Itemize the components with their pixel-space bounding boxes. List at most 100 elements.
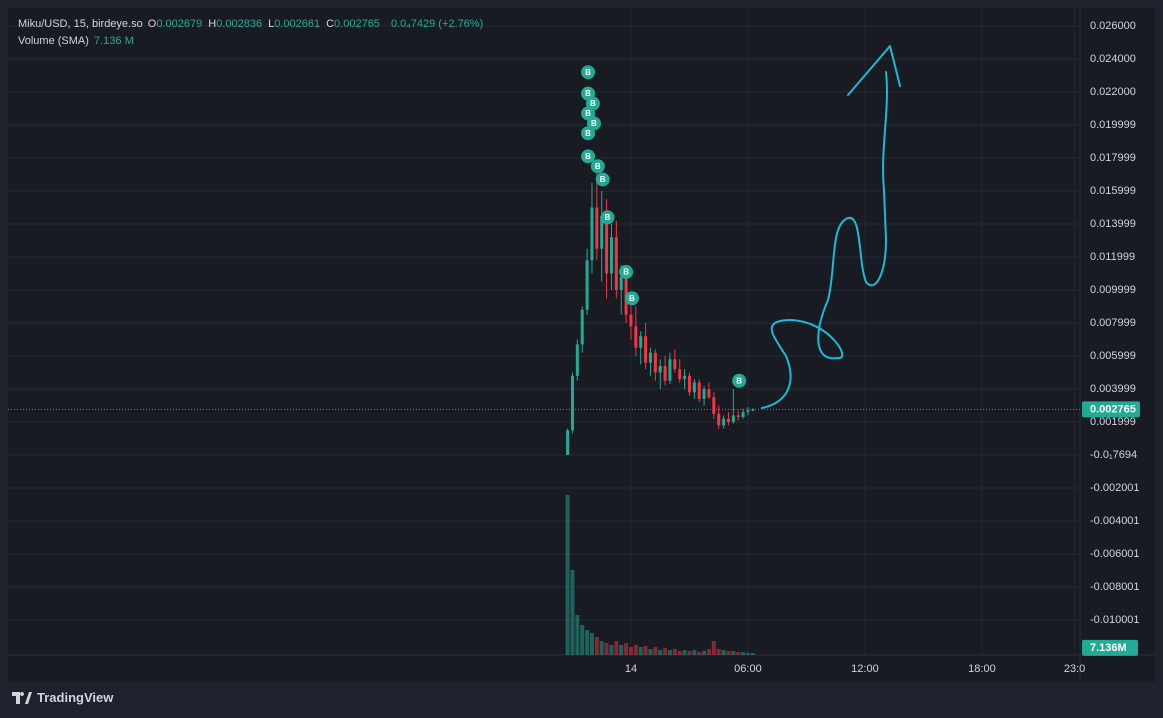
candle-body — [600, 215, 604, 249]
x-tick-label: 18:00 — [968, 663, 996, 675]
volume-bar — [575, 615, 580, 655]
chart-bg — [8, 8, 1155, 682]
brand-name: TradingView — [37, 690, 114, 705]
brand-logo — [12, 691, 32, 704]
last-volume-tag — [1082, 639, 1138, 656]
volume-bar — [721, 650, 726, 655]
volume-bar — [672, 649, 677, 655]
buy-marker — [581, 149, 596, 164]
buy-marker-label: B — [623, 267, 629, 276]
volume-value: 7.136 M — [93, 35, 134, 47]
candle-body — [678, 369, 682, 380]
candle-body — [595, 207, 599, 249]
volume-bar — [570, 570, 575, 655]
candle-body — [751, 409, 755, 411]
candle-body — [741, 412, 745, 418]
y-tick-label: 0.001999 — [1090, 416, 1136, 428]
buy-marker — [581, 65, 596, 80]
candle-body — [648, 352, 652, 363]
candle-body — [580, 309, 584, 345]
volume-bar — [609, 645, 614, 655]
last-price-label: 0.002765 — [1090, 403, 1136, 415]
x-tick-label: 06:00 — [734, 663, 762, 675]
buy-marker-label: B — [736, 376, 742, 385]
candle-body — [570, 375, 574, 431]
candle-body — [590, 207, 594, 261]
ohlc: O0.002679 H0.002836 L0.002661 C0.002765 — [148, 18, 386, 30]
buy-marker-label: B — [600, 175, 606, 184]
symbol-row: Miku/USD, 15, birdeye.so O0.002679 H0.002… — [18, 16, 485, 33]
brand: TradingView — [12, 690, 113, 705]
change: 0.0₄7429 (+2.76%) — [391, 18, 484, 30]
candle-body — [697, 382, 701, 399]
volume-bar — [745, 653, 750, 655]
volume-bar — [624, 643, 629, 655]
buy-marker-label: B — [585, 109, 591, 118]
buy-marker-label: B — [585, 152, 591, 161]
last-volume-label: 7.136M — [1090, 642, 1127, 654]
candle-body — [566, 430, 570, 456]
candle-body — [605, 215, 609, 274]
candle-body — [619, 276, 623, 291]
volume-bar — [697, 652, 702, 655]
candle-body — [736, 415, 740, 418]
volume-bar — [619, 645, 624, 655]
candle-body — [653, 352, 657, 373]
candle-body — [722, 418, 726, 426]
candle-body — [712, 397, 716, 414]
candle-body — [683, 375, 687, 380]
y-tick-label: -0.004001 — [1090, 515, 1140, 527]
ohlc-key: L — [268, 18, 275, 30]
candle-body — [658, 365, 662, 373]
buy-marker — [732, 373, 747, 388]
volume-bar — [628, 647, 633, 655]
volume-bar — [565, 495, 570, 655]
candle-body — [687, 375, 691, 393]
last-price-tag — [1082, 401, 1140, 418]
y-tick-label: 0.005999 — [1090, 350, 1136, 362]
volume-bar — [643, 646, 648, 655]
volume-bar — [687, 651, 692, 655]
volume-bar — [589, 633, 594, 655]
buy-marker-label: B — [585, 68, 591, 77]
volume-bar — [604, 643, 609, 655]
candle-body — [726, 418, 730, 423]
volume-bar — [692, 650, 697, 655]
candle-body — [609, 237, 613, 274]
y-tick-label: 0.015999 — [1090, 185, 1136, 197]
volume-bar — [599, 641, 604, 655]
volume-bar — [658, 650, 663, 655]
hand-drawn-arrow — [761, 71, 888, 409]
volume-bar — [726, 651, 731, 655]
buy-marker — [595, 172, 610, 187]
volume-bar — [741, 652, 746, 655]
ohlc-key: H — [208, 18, 217, 30]
candle-body — [717, 413, 721, 426]
candle-body — [702, 389, 706, 399]
candle-body — [585, 260, 589, 310]
volume-bar — [682, 650, 687, 655]
volume-bar — [731, 651, 736, 655]
x-tick-label: 14 — [625, 663, 637, 675]
volume-bar — [633, 645, 638, 655]
x-tick-label: 23:0 — [1064, 663, 1085, 675]
candle-body — [663, 365, 667, 381]
y-tick-label: 0.013999 — [1090, 218, 1136, 230]
volume-bar — [736, 652, 741, 655]
y-tick-label: 0.009999 — [1090, 284, 1136, 296]
candle-body — [629, 314, 633, 327]
symbol: Miku/USD, 15, birdeye.so — [18, 18, 143, 30]
axis-labels: 0.026000 0.024000 0.022000 0.019999 0.017999… — [625, 20, 1140, 675]
candle-body — [644, 336, 648, 363]
candle-body — [731, 415, 735, 423]
candle-body — [668, 359, 672, 381]
y-tick-label: -0.002001 — [1090, 482, 1140, 494]
candle-body — [639, 336, 643, 348]
y-tick-label: 0.019999 — [1090, 119, 1136, 131]
volume-bar — [706, 649, 711, 655]
volume-bar — [750, 653, 755, 655]
candle-body — [634, 326, 638, 348]
volume-label: Volume (SMA) — [18, 35, 89, 47]
